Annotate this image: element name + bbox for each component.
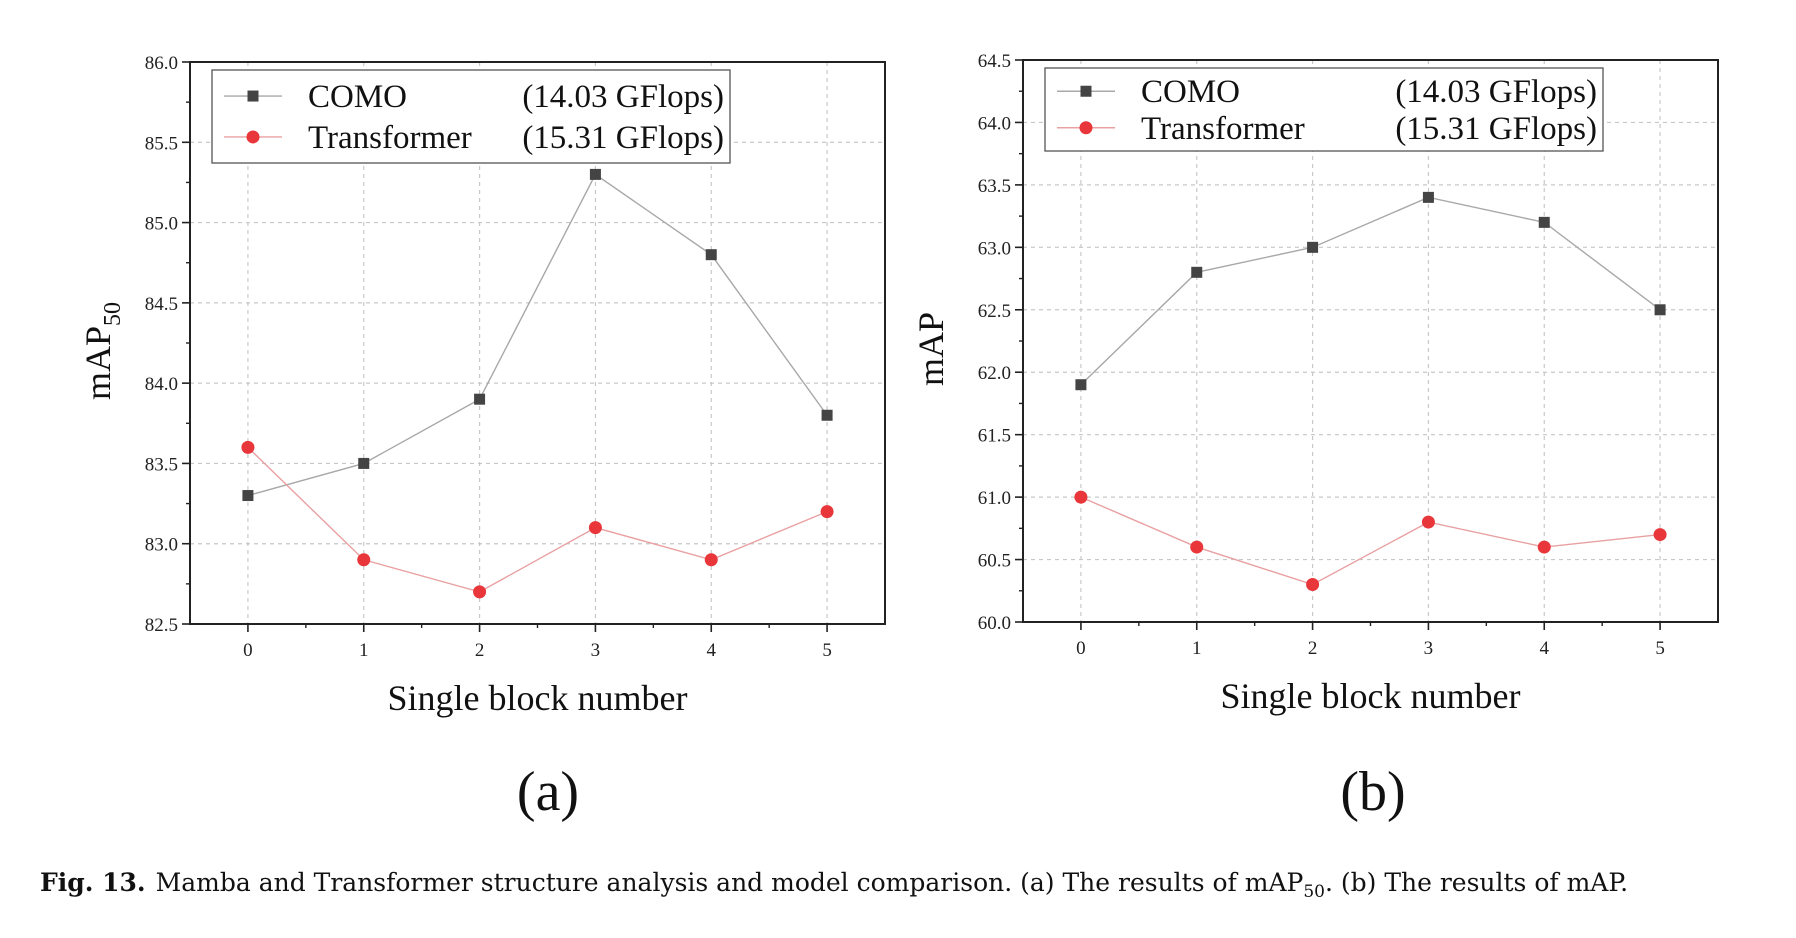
x-tick-label: 5 (1655, 638, 1665, 659)
series-line-transformer (247, 446, 828, 593)
series-b (1074, 191, 1667, 592)
data-point-como (242, 490, 254, 502)
y-tick-label: 83.0 (145, 535, 178, 556)
panel-label-a: (a) (517, 761, 579, 823)
x-tick-label: 0 (1076, 638, 1086, 659)
data-point-como (821, 409, 833, 421)
data-point-como (358, 457, 370, 469)
x-tick-label: 1 (359, 640, 369, 661)
y-axis-title-main: mAP (78, 326, 118, 400)
y-tick-label: 85.0 (145, 214, 178, 235)
data-point-como (1422, 191, 1434, 203)
legend-name-transformer: Transformer (308, 120, 472, 156)
y-axis-title-main: mAP (911, 312, 951, 386)
legend-name-como: COMO (1141, 74, 1240, 110)
y-tick-label: 84.0 (145, 374, 178, 395)
data-point-como (589, 168, 601, 180)
y-tick-label: 63.0 (978, 238, 1011, 259)
legend-name-transformer: Transformer (1141, 111, 1305, 147)
series-line-transformer (1080, 496, 1661, 586)
x-axis-title-a: Single block number (388, 678, 688, 718)
legend-marker-square (247, 90, 259, 102)
series-line-como (247, 173, 828, 497)
legend-info-como: (14.03 GFlops) (522, 79, 724, 115)
y-tick-label: 64.5 (978, 51, 1011, 72)
x-tick-label: 5 (822, 640, 832, 661)
data-point-transformer (1421, 515, 1435, 529)
x-tick-label: 2 (1308, 638, 1318, 659)
x-tick-label: 2 (475, 640, 485, 661)
data-point-transformer (473, 585, 487, 599)
x-tick-label: 1 (1192, 638, 1202, 659)
x-tick-label: 0 (243, 640, 253, 661)
ticks-a: 82.5 83.0 83.5 84.0 84.5 85.0 85.5 86.0 0 1 2 3 4 5 (145, 53, 832, 661)
data-point-como (1654, 304, 1666, 316)
legend-box (1044, 67, 1604, 152)
data-point-transformer (241, 440, 255, 454)
data-point-como (705, 249, 717, 261)
grid-b (1023, 60, 1718, 622)
y-tick-label: 61.5 (978, 426, 1011, 447)
y-tick-label: 83.5 (145, 454, 178, 475)
legend-info-transformer: (15.31 GFlops) (1395, 111, 1597, 147)
legend-name-como: COMO (308, 79, 407, 115)
data-point-como (1191, 266, 1203, 278)
legend-b: COMO (14.03 GFlops) Transformer (15.31 GFlo… (1044, 67, 1604, 152)
y-tick-label: 62.5 (978, 301, 1011, 322)
y-tick-label: 60.5 (978, 551, 1011, 572)
y-tick-label: 82.5 (145, 615, 178, 636)
legend-marker-circle (246, 130, 260, 144)
ticks-b: 60.0 60.5 61.0 61.5 62.0 62.5 63.0 63.5 64.0 64.5… (978, 51, 1665, 659)
chart-panel-b: 60.0 60.5 61.0 61.5 62.0 62.5 63.0 63.5 64.0 64.5… (911, 51, 1719, 823)
x-tick-label: 4 (707, 640, 717, 661)
data-point-transformer (1537, 540, 1551, 554)
y-tick-label: 64.0 (978, 113, 1011, 134)
y-tick-label: 60.0 (978, 613, 1011, 634)
figure-caption: Fig. 13. Mamba and Transformer structure … (40, 868, 1780, 902)
series-line-como (1080, 196, 1661, 386)
data-point-transformer (704, 553, 718, 567)
y-axis-title-b: mAP (911, 312, 951, 386)
data-point-transformer (820, 505, 834, 519)
panel-label-b: (b) (1340, 761, 1405, 823)
legend-marker-square (1080, 85, 1092, 97)
caption-label: Fig. 13. (40, 868, 146, 897)
x-tick-label: 4 (1540, 638, 1550, 659)
series-a (241, 168, 834, 599)
caption-text-1: Mamba and Transformer structure analysis… (155, 868, 1304, 897)
y-tick-label: 63.5 (978, 176, 1011, 197)
data-point-transformer (588, 521, 602, 535)
data-point-transformer (1653, 528, 1667, 542)
data-point-transformer (1306, 578, 1320, 592)
y-axis-title-a: mAP50 (78, 302, 126, 400)
data-point-como (1307, 241, 1319, 253)
y-tick-label: 86.0 (145, 53, 178, 74)
caption-subscript: 50 (1303, 882, 1325, 902)
y-tick-label: 62.0 (978, 363, 1011, 384)
data-point-como (1075, 379, 1087, 391)
y-axis-title-subscript: 50 (100, 302, 126, 326)
data-point-transformer (1190, 540, 1204, 554)
y-tick-label: 61.0 (978, 488, 1011, 509)
legend-info-transformer: (15.31 GFlops) (522, 120, 724, 156)
chart-panel-a: 82.5 83.0 83.5 84.0 84.5 85.0 85.5 86.0 0 1 2 3 4 5 C… (78, 53, 886, 823)
x-tick-label: 3 (1424, 638, 1434, 659)
data-point-transformer (357, 553, 371, 567)
legend-info-como: (14.03 GFlops) (1395, 74, 1597, 110)
data-point-como (474, 393, 486, 405)
x-axis-title-b: Single block number (1221, 676, 1521, 716)
x-tick-label: 3 (591, 640, 601, 661)
data-point-transformer (1074, 490, 1088, 504)
caption-text-2: . (b) The results of mAP. (1324, 868, 1629, 897)
legend-box (211, 69, 731, 164)
data-point-como (1538, 216, 1550, 228)
legend-a: COMO (14.03 GFlops) Transformer (15.31 GFlo… (211, 69, 731, 164)
legend-marker-circle (1079, 121, 1093, 135)
y-tick-label: 85.5 (145, 133, 178, 154)
y-tick-label: 84.5 (145, 294, 178, 315)
